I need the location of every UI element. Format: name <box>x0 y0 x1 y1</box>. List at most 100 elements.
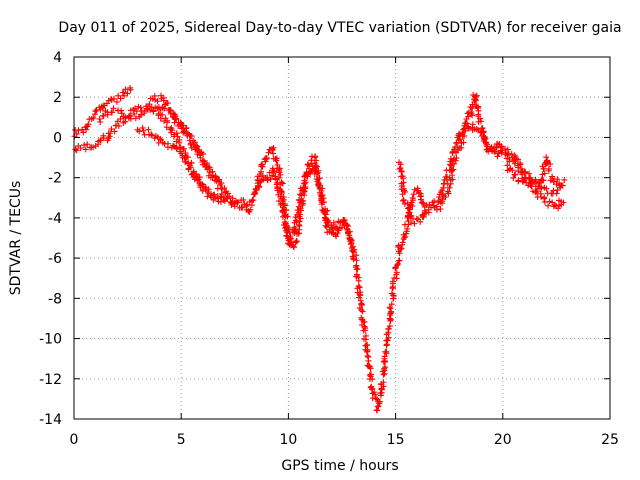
data-point <box>511 160 518 167</box>
data-point <box>293 218 300 225</box>
data-point <box>417 196 424 203</box>
data-point <box>373 395 380 402</box>
data-point <box>231 203 238 210</box>
data-point <box>146 101 153 108</box>
data-point <box>347 238 354 245</box>
data-point <box>546 198 553 205</box>
data-point <box>358 300 365 307</box>
data-point <box>176 139 183 146</box>
data-point <box>252 185 259 192</box>
y-tick-label: 2 <box>53 90 62 106</box>
data-point <box>247 206 254 213</box>
data-point <box>510 174 517 181</box>
data-point <box>353 262 360 269</box>
data-point <box>314 176 321 183</box>
data-point <box>512 171 519 178</box>
data-point <box>342 220 349 227</box>
data-point <box>434 203 441 210</box>
data-point <box>297 191 304 198</box>
x-tick-label: 0 <box>70 432 79 448</box>
data-point <box>318 197 325 204</box>
data-point <box>462 127 469 134</box>
data-point <box>147 107 154 114</box>
data-point <box>197 184 204 191</box>
data-point <box>191 139 198 146</box>
data-point <box>200 151 207 158</box>
data-point <box>277 201 284 208</box>
data-point <box>396 159 403 166</box>
data-point <box>253 187 260 194</box>
data-point <box>560 199 567 206</box>
data-point <box>400 185 407 192</box>
data-point <box>506 156 513 163</box>
data-point <box>209 168 216 175</box>
data-point <box>371 391 378 398</box>
data-point <box>475 127 482 134</box>
data-point <box>404 225 411 232</box>
data-point <box>439 187 446 194</box>
data-point <box>543 185 550 192</box>
data-point <box>364 352 371 359</box>
data-point <box>399 173 406 180</box>
data-point <box>396 257 403 264</box>
data-point <box>318 201 325 208</box>
data-point <box>384 337 391 344</box>
data-point <box>444 173 451 180</box>
data-point <box>115 122 122 129</box>
data-point <box>100 132 107 139</box>
data-point <box>386 323 393 330</box>
data-point <box>477 115 484 122</box>
data-point <box>264 177 271 184</box>
data-point <box>249 197 256 204</box>
data-point <box>106 133 113 140</box>
data-point <box>84 141 91 148</box>
data-point <box>359 308 366 315</box>
data-point <box>95 141 102 148</box>
data-point <box>75 127 82 134</box>
data-point <box>541 194 548 201</box>
data-point <box>393 275 400 282</box>
data-point <box>224 195 231 202</box>
data-point <box>124 90 131 97</box>
data-point <box>137 104 144 111</box>
data-point <box>447 162 454 169</box>
data-point <box>259 163 266 170</box>
data-point <box>275 198 282 205</box>
data-point <box>447 180 454 187</box>
data-point <box>561 176 568 183</box>
data-point <box>150 107 157 114</box>
data-point <box>203 160 210 167</box>
data-point <box>446 184 453 191</box>
data-point <box>280 207 287 214</box>
data-point <box>425 209 432 216</box>
data-point <box>399 239 406 246</box>
data-point <box>322 222 329 229</box>
data-point <box>173 146 180 153</box>
data-point <box>553 181 560 188</box>
data-point <box>515 168 522 175</box>
data-point <box>409 195 416 202</box>
data-point <box>136 128 143 135</box>
data-point <box>484 145 491 152</box>
data-point <box>278 188 285 195</box>
data-point <box>294 211 301 218</box>
data-point <box>239 204 246 211</box>
data-point <box>417 218 424 225</box>
data-point <box>206 166 213 173</box>
y-tick-label: -2 <box>48 171 62 187</box>
data-point <box>287 235 294 242</box>
plot-frame <box>73 56 611 420</box>
data-point <box>541 199 548 206</box>
y-tick-label: -12 <box>39 372 62 388</box>
data-point <box>483 140 490 147</box>
data-point <box>452 157 459 164</box>
data-point <box>465 113 472 120</box>
x-tick-label: 20 <box>494 432 512 448</box>
data-point <box>459 133 466 140</box>
data-point <box>186 131 193 138</box>
data-point <box>540 165 547 172</box>
data-point <box>498 149 505 156</box>
data-point <box>442 194 449 201</box>
data-point <box>407 201 414 208</box>
